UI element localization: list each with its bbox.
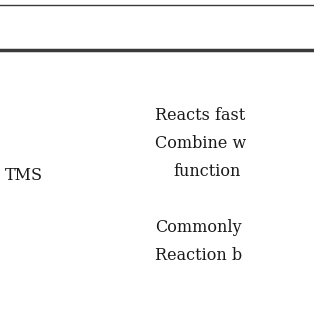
Text: TMS: TMS (5, 166, 43, 183)
Text: function: function (173, 163, 241, 180)
Text: Combine w: Combine w (155, 134, 246, 151)
Text: Commonly: Commonly (155, 219, 242, 236)
Text: Reacts fast: Reacts fast (155, 106, 245, 123)
Text: Reaction b: Reaction b (155, 247, 242, 264)
